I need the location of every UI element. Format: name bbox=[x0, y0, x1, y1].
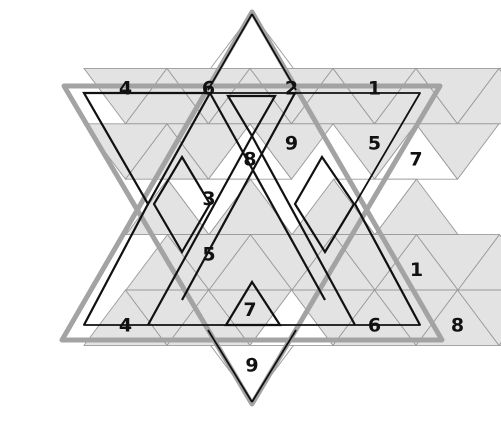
cell-digit: 7 bbox=[409, 148, 422, 170]
cell-digit: 7 bbox=[243, 299, 256, 321]
cell-digit: 5 bbox=[368, 133, 381, 155]
cell-digit: 2 bbox=[285, 77, 298, 99]
cell-digit: 1 bbox=[410, 259, 423, 281]
cell-digit: 4 bbox=[119, 77, 132, 99]
cell-digit: 9 bbox=[245, 354, 258, 376]
cell-digit: 3 bbox=[202, 188, 215, 210]
cell-digit: 4 bbox=[119, 315, 132, 337]
cell-digit: 8 bbox=[451, 315, 464, 337]
cell-digit: 9 bbox=[285, 133, 298, 155]
cell-digit: 6 bbox=[202, 77, 215, 99]
cell-digit: 8 bbox=[243, 148, 256, 170]
cell-digit: 5 bbox=[202, 244, 215, 266]
cell-digit: 1 bbox=[368, 77, 381, 99]
cell-digit: 6 bbox=[368, 315, 381, 337]
